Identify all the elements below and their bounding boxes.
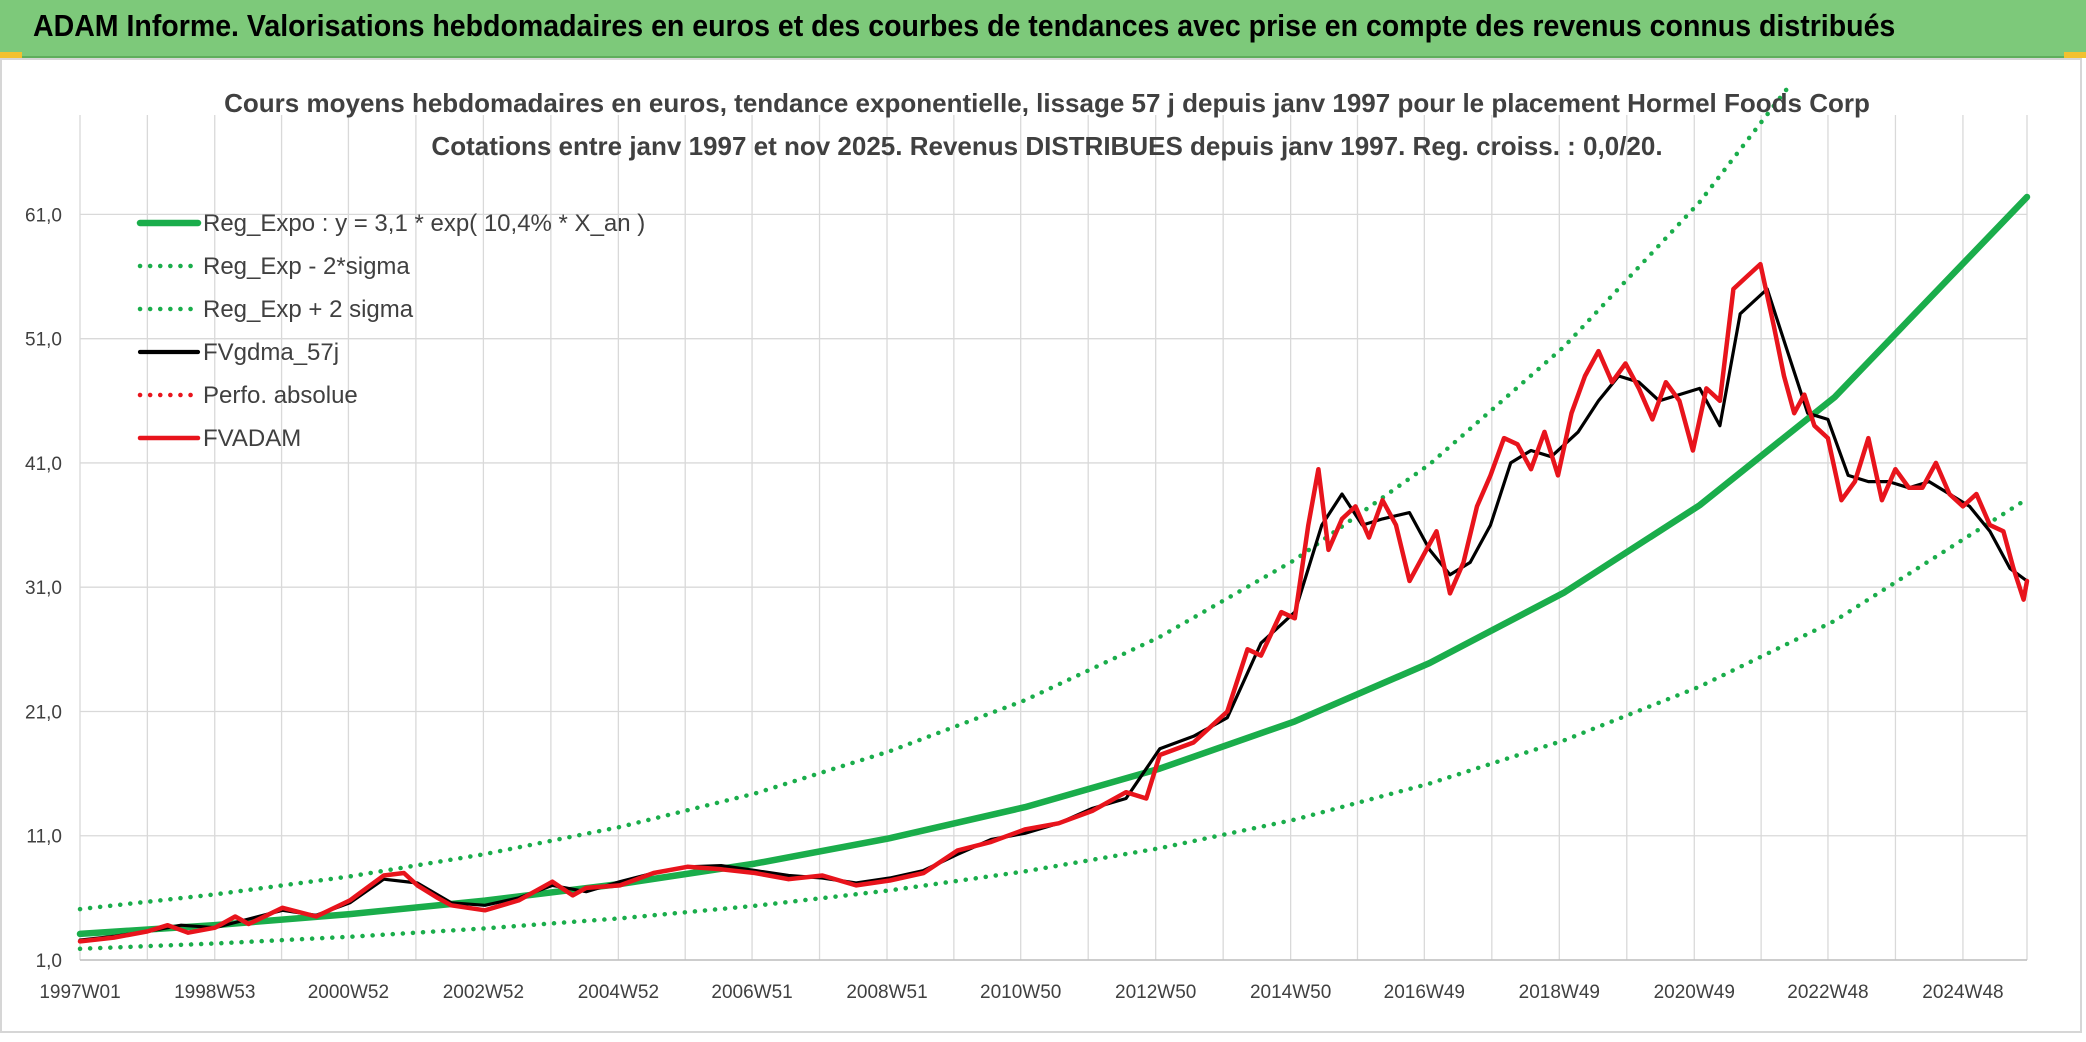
- x-tick-label: 1998W53: [174, 982, 255, 1003]
- x-tick-label: 2022W48: [1787, 982, 1868, 1003]
- x-tick-label: 2010W50: [980, 982, 1061, 1003]
- x-tick-label: 2014W50: [1250, 982, 1331, 1003]
- y-tick-label: 41,0: [25, 454, 62, 475]
- legend: Reg_Expo : y = 3,1 * exp( 10,4% * X_an )…: [136, 210, 645, 452]
- y-tick-label: 11,0: [26, 827, 62, 848]
- legend-label: Reg_Exp + 2 sigma: [203, 296, 414, 323]
- legend-label: Reg_Expo : y = 3,1 * exp( 10,4% * X_an ): [203, 210, 645, 237]
- y-tick-label: 31,0: [25, 578, 62, 599]
- corner-marker-right: [2064, 52, 2086, 58]
- y-tick-label: 51,0: [25, 330, 62, 351]
- x-tick-label: 1997W01: [39, 982, 120, 1003]
- x-tick-label: 2024W48: [1922, 982, 2003, 1003]
- x-axis: 1997W01 1998W53 2000W52 2002W52 2004W52 2006W…: [39, 959, 2027, 1003]
- chart-title: Cours moyens hebdomadaires en euros, ten…: [224, 88, 1870, 118]
- y-tick-label: 21,0: [25, 702, 62, 723]
- legend-label: FVADAM: [203, 425, 301, 452]
- y-tick-label: 61,0: [25, 205, 62, 226]
- banner-title: ADAM Informe. Valorisations hebdomadaire…: [33, 8, 1896, 43]
- corner-marker-left: [0, 52, 22, 58]
- chart-svg: 1,0 11,0 21,0 31,0 41,0 51,0 61,0 1997W01 1998W…: [25, 81, 2031, 1003]
- x-tick-label: 2020W49: [1654, 982, 1735, 1003]
- series-layer: [76, 81, 2031, 952]
- series-line-5: [77, 261, 2030, 944]
- x-tick-label: 2002W52: [443, 982, 524, 1003]
- chart-area: 1,0 11,0 21,0 31,0 41,0 51,0 61,0 1997W01 1998W…: [0, 58, 2086, 1037]
- grid: [79, 115, 2028, 961]
- x-tick-label: 2016W49: [1384, 982, 1465, 1003]
- y-axis: 1,0 11,0 21,0 31,0 41,0 51,0 61,0: [25, 205, 62, 972]
- series-line-3: [78, 287, 2029, 942]
- banner: ADAM Informe. Valorisations hebdomadaire…: [0, 0, 2086, 58]
- legend-label: Reg_Exp - 2*sigma: [203, 253, 410, 280]
- x-tick-label: 2004W52: [578, 982, 659, 1003]
- series-line-1: [77, 496, 2030, 952]
- x-tick-label: 2018W49: [1519, 982, 1600, 1003]
- y-tick-label: 1,0: [36, 951, 62, 972]
- x-tick-label: 2008W51: [846, 982, 927, 1003]
- x-tick-label: 2000W52: [308, 982, 389, 1003]
- series-line-2: [77, 81, 1794, 912]
- x-tick-label: 2012W50: [1115, 982, 1196, 1003]
- legend-label: Perfo. absolue: [203, 382, 358, 409]
- series-line-0: [76, 193, 2031, 938]
- x-tick-label: 2006W51: [711, 982, 792, 1003]
- legend-label: FVgdma_57j: [203, 339, 339, 366]
- chart-subtitle: Cotations entre janv 1997 et nov 2025. R…: [431, 131, 1662, 161]
